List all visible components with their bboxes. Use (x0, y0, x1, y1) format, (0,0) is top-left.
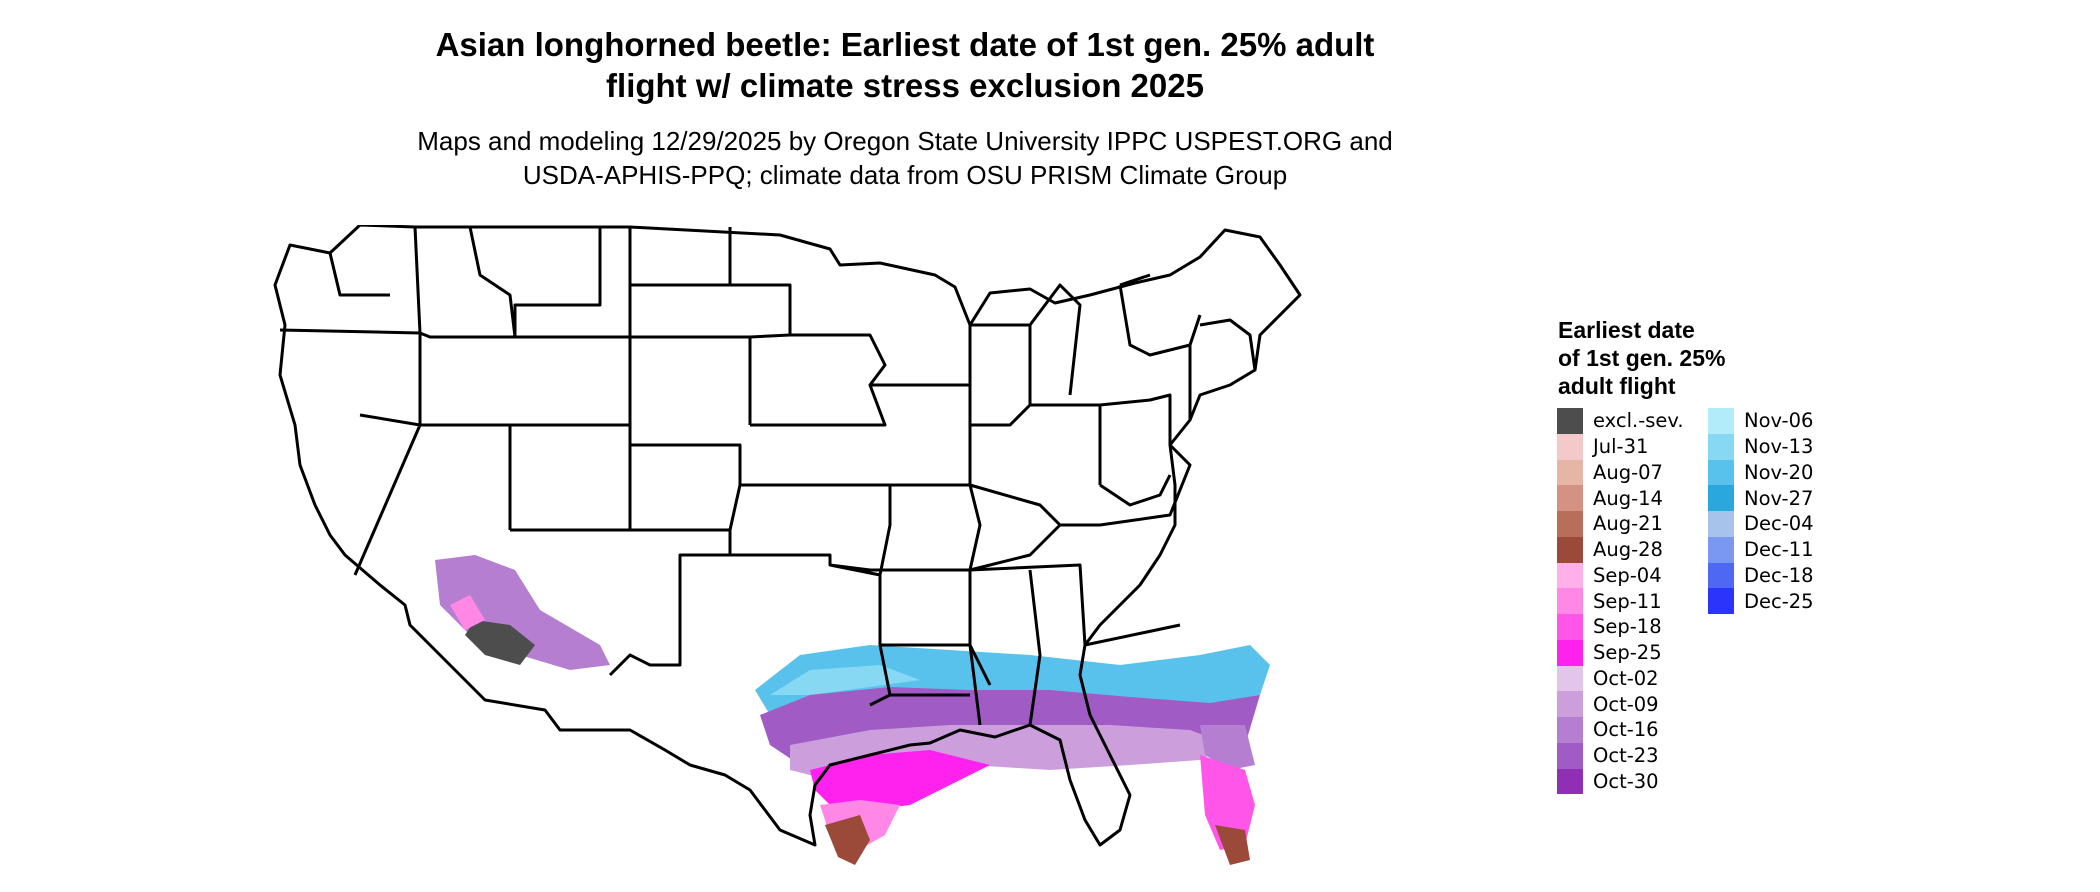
legend-item: Nov-20 (1708, 459, 1814, 486)
legend-label: Oct-16 (1593, 718, 1659, 742)
legend-label: Dec-04 (1744, 512, 1814, 536)
legend-label: Oct-02 (1593, 666, 1659, 690)
legend-label: Sep-25 (1593, 641, 1662, 665)
legend-swatch (1557, 768, 1583, 795)
legend-label: Dec-18 (1744, 563, 1814, 587)
legend-label: Sep-18 (1593, 615, 1662, 639)
legend-swatch (1557, 614, 1583, 640)
legend-item: Oct-30 (1557, 768, 1684, 795)
legend-label: Oct-09 (1593, 692, 1659, 716)
legend-swatch (1557, 717, 1583, 743)
legend-item: Sep-25 (1557, 639, 1684, 666)
legend-swatch (1557, 742, 1583, 769)
legend-swatch (1708, 433, 1734, 460)
legend-column-2: Nov-06 Nov-13 Nov-20 Nov-27 Dec-04 Dec-11 Dec-… (1708, 408, 1814, 614)
legend-label: Oct-23 (1593, 744, 1659, 768)
legend-item: excl.-sev. (1557, 408, 1684, 434)
legend-swatch (1708, 536, 1734, 563)
us-outline (273, 225, 1302, 847)
zone-south-lightblue (770, 665, 920, 695)
zone-southwest (435, 555, 610, 670)
zone-southwest-pink (450, 595, 485, 630)
legend-title-line-1: Earliest date (1558, 317, 1695, 343)
legend-swatch (1708, 485, 1734, 511)
legend-label: Jul-31 (1593, 435, 1649, 459)
legend-item: Oct-02 (1557, 665, 1684, 692)
legend-swatch (1557, 408, 1583, 434)
legend-swatch (1708, 511, 1734, 537)
flight-date-zones (435, 555, 1270, 865)
legend-title-line-3: adult flight (1558, 373, 1676, 399)
legend-item: Nov-27 (1708, 485, 1814, 511)
state-boundaries (273, 225, 1302, 847)
legend-label: Aug-14 (1593, 486, 1663, 510)
state-lines (279, 226, 1257, 726)
legend-item: Aug-07 (1557, 459, 1684, 486)
legend-swatch (1708, 459, 1734, 486)
legend-label: Aug-07 (1593, 460, 1663, 484)
legend-label: Sep-04 (1593, 563, 1662, 587)
legend-item: Aug-28 (1557, 536, 1684, 563)
legend-swatch (1557, 691, 1583, 717)
us-map (273, 225, 1302, 865)
legend-item: Sep-04 (1557, 562, 1684, 589)
legend-label: Aug-28 (1593, 538, 1663, 562)
legend-swatch (1557, 511, 1583, 537)
map-title: Asian longhorned beetle: Earliest date o… (0, 24, 1810, 106)
legend-swatch (1708, 588, 1734, 614)
legend-label: Aug-21 (1593, 512, 1663, 536)
zone-southwest-dark (465, 620, 535, 665)
legend-label: Sep-11 (1593, 589, 1662, 613)
legend-swatch (1557, 588, 1583, 614)
map-title-line-2: flight w/ climate stress exclusion 2025 (606, 67, 1204, 104)
legend-swatch (1557, 485, 1583, 511)
zone-florida-purple (1200, 725, 1255, 770)
legend-item: Dec-25 (1708, 588, 1814, 614)
legend-title: Earliest date of 1st gen. 25% adult flig… (1558, 316, 1725, 400)
legend-item: Aug-21 (1557, 511, 1684, 537)
legend-label: Nov-27 (1744, 486, 1814, 510)
legend-swatch (1557, 433, 1583, 460)
legend-item: Dec-18 (1708, 562, 1814, 589)
map-title-line-1: Asian longhorned beetle: Earliest date o… (435, 26, 1375, 63)
legend-label: Nov-06 (1744, 409, 1814, 433)
legend-item: Dec-11 (1708, 536, 1814, 563)
legend-swatch (1708, 562, 1734, 589)
legend-item: Nov-13 (1708, 433, 1814, 460)
legend-item: Oct-09 (1557, 691, 1684, 717)
legend-swatch (1557, 639, 1583, 666)
zone-florida-pink (1200, 755, 1255, 850)
map-subtitle-line-1: Maps and modeling 12/29/2025 by Oregon S… (417, 126, 1393, 156)
legend-swatch (1708, 408, 1734, 434)
legend-item: Sep-18 (1557, 614, 1684, 640)
legend-label: Dec-11 (1744, 538, 1814, 562)
legend-swatch (1557, 562, 1583, 589)
zone-south-texas (825, 815, 870, 865)
legend-label: Dec-25 (1744, 589, 1814, 613)
map-subtitle: Maps and modeling 12/29/2025 by Oregon S… (0, 124, 1810, 192)
legend-swatch (1557, 665, 1583, 692)
zone-florida-brown (1215, 825, 1250, 865)
legend-item: Nov-06 (1708, 408, 1814, 434)
legend-item: Oct-16 (1557, 717, 1684, 743)
legend-swatch (1557, 536, 1583, 563)
legend-item: Sep-11 (1557, 588, 1684, 614)
legend-label: excl.-sev. (1593, 409, 1684, 433)
legend-label: Nov-20 (1744, 460, 1814, 484)
legend-item: Oct-23 (1557, 742, 1684, 769)
legend-label: Nov-13 (1744, 435, 1814, 459)
legend-title-line-2: of 1st gen. 25% (1558, 345, 1726, 371)
legend-item: Aug-14 (1557, 485, 1684, 511)
map-subtitle-line-2: USDA-APHIS-PPQ; climate data from OSU PR… (522, 160, 1288, 190)
legend-item: Dec-04 (1708, 511, 1814, 537)
legend-swatch (1557, 459, 1583, 486)
zone-gulf-magenta (810, 750, 990, 810)
legend-label: Oct-30 (1593, 769, 1659, 793)
legend-item: Jul-31 (1557, 433, 1684, 460)
legend-column-1: excl.-sev. Jul-31 Aug-07 Aug-14 Aug-21 Aug-28… (1557, 408, 1684, 795)
